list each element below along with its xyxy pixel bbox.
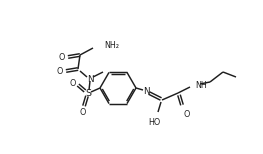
Text: O: O [184, 110, 190, 119]
Text: S: S [85, 89, 91, 97]
Text: N: N [143, 87, 149, 95]
Text: HO: HO [148, 118, 160, 127]
Text: O: O [70, 79, 76, 87]
Text: N: N [87, 75, 93, 83]
Text: O: O [59, 53, 65, 61]
Text: O: O [57, 67, 63, 75]
Text: NH: NH [195, 81, 207, 89]
Text: O: O [80, 107, 86, 116]
Text: NH₂: NH₂ [104, 41, 119, 49]
